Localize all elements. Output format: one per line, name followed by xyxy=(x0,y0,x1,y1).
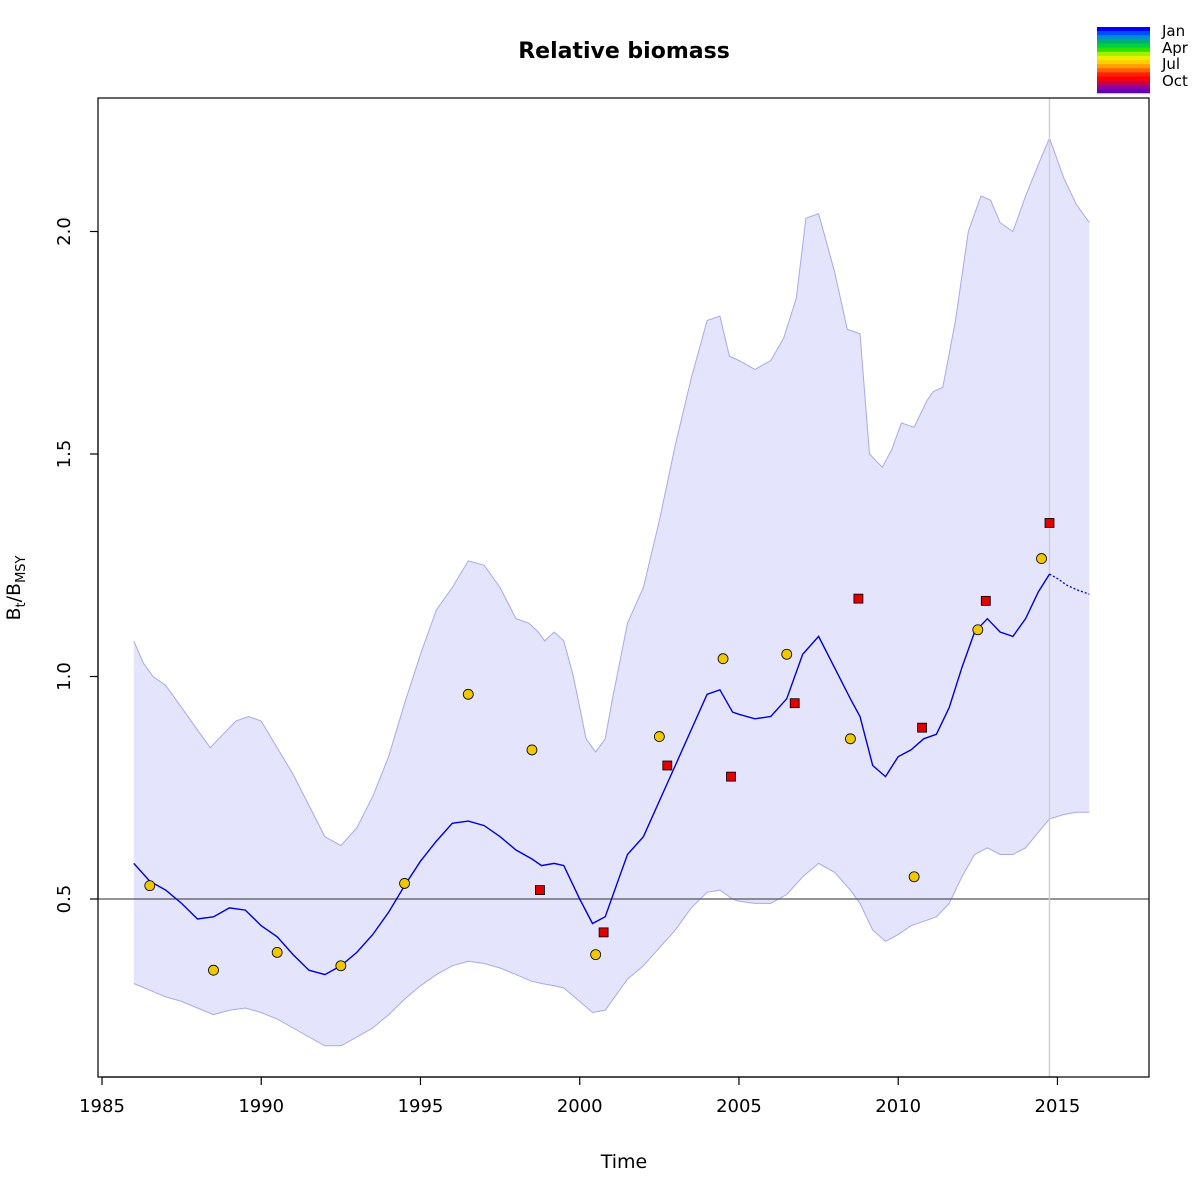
biomass-estimate-line xyxy=(133,573,1051,976)
confidence-lower-line xyxy=(133,811,1090,1047)
legend-color-swatch xyxy=(1097,55,1150,61)
y-tick-label: 1.5 xyxy=(54,440,75,469)
biomass-forecast-line xyxy=(1049,573,1090,595)
index-1-point xyxy=(462,688,474,700)
legend-label: Jan xyxy=(1161,22,1185,40)
observation-points xyxy=(144,518,1055,976)
legend-label: Apr xyxy=(1162,39,1189,57)
legend-color-swatch xyxy=(1097,84,1150,90)
index-1-point xyxy=(1036,553,1047,564)
index-2-point xyxy=(662,760,673,771)
index-1-point xyxy=(653,731,665,742)
x-axis: 1985 1990 1995 2000 2005 2010 2015 xyxy=(79,1076,1081,1117)
x-tick-label: 1995 xyxy=(398,1096,444,1117)
confidence-band xyxy=(133,138,1090,1046)
legend-color-swatch xyxy=(1097,35,1150,40)
index-1-point xyxy=(845,733,856,745)
legend-color-swatch xyxy=(1097,51,1150,57)
index-2-point xyxy=(980,595,991,606)
legend-label: Oct xyxy=(1162,72,1188,90)
index-1-point xyxy=(781,648,793,660)
index-2-point xyxy=(535,885,545,895)
index-2-point xyxy=(853,593,864,604)
index-2-point xyxy=(598,927,609,938)
y-axis: 0.5 1.0 1.5 2.0 xyxy=(54,217,99,914)
y-tick-label: 1.0 xyxy=(54,662,75,691)
legend-color-swatch xyxy=(1097,88,1150,94)
y-axis-label-sub2: MSY xyxy=(14,555,29,582)
index-1-point xyxy=(526,744,538,756)
index-1-point xyxy=(717,653,729,665)
y-axis-label-slash: /B xyxy=(3,583,25,602)
index-1-point xyxy=(399,878,410,889)
x-axis-label: Time xyxy=(600,1151,648,1173)
x-tick-label: 2005 xyxy=(716,1096,762,1117)
x-tick-label: 1985 xyxy=(79,1096,125,1117)
y-tick-label: 0.5 xyxy=(54,885,75,914)
index-1-point xyxy=(144,880,156,892)
index-1-point xyxy=(271,947,283,958)
x-tick-label: 2015 xyxy=(1035,1096,1081,1117)
y-axis-label: Bt/BMSY xyxy=(3,555,29,620)
index-1-point xyxy=(335,960,347,972)
legend-color-swatch xyxy=(1097,64,1150,69)
index-2-point xyxy=(1044,518,1055,528)
legend-color-swatch xyxy=(1097,76,1150,81)
index-2-point xyxy=(789,698,800,709)
x-tick-label: 1990 xyxy=(238,1096,284,1117)
y-axis-label-sub1: t xyxy=(14,602,29,607)
legend-color-swatch xyxy=(1097,31,1150,36)
y-tick-label: 2.0 xyxy=(54,217,75,246)
legend-color-swatch xyxy=(1097,80,1150,86)
legend-color-swatch xyxy=(1097,39,1150,44)
y-axis-label-base: B xyxy=(3,607,25,620)
legend-color-swatch xyxy=(1097,60,1150,65)
index-1-point xyxy=(208,964,219,976)
legend-color-swatch xyxy=(1097,47,1150,53)
x-tick-label: 2010 xyxy=(875,1096,921,1117)
legend-color-swatch xyxy=(1097,43,1150,48)
legend-color-swatch xyxy=(1097,27,1150,32)
confidence-upper-line xyxy=(133,136,1090,847)
legend-color-swatch xyxy=(1097,68,1150,73)
x-tick-label: 2000 xyxy=(557,1096,603,1117)
legend-color-swatch xyxy=(1097,72,1150,77)
index-1-point xyxy=(590,949,602,961)
index-2-point xyxy=(917,722,927,733)
index-1-point xyxy=(908,871,920,883)
chart-title: Relative biomass xyxy=(518,39,730,64)
plot-area xyxy=(98,98,1149,1077)
index-1-point xyxy=(972,624,984,636)
index-2-point xyxy=(726,771,736,782)
legend-label: Jul xyxy=(1161,55,1180,73)
